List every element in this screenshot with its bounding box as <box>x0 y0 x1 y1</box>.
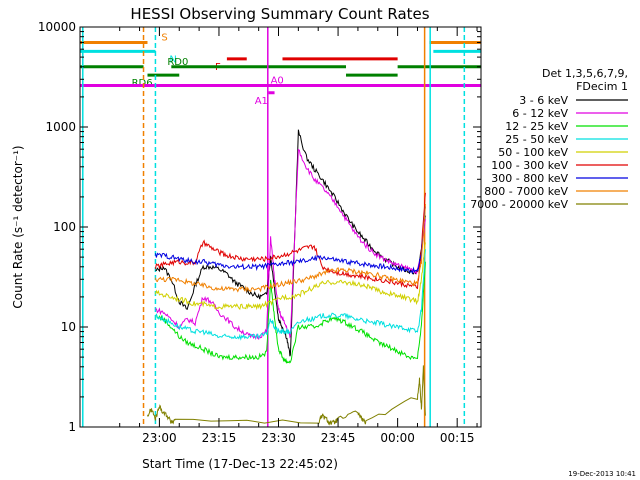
flag-label-rd0: RD0 <box>167 57 188 68</box>
legend-label: 50 - 100 keV <box>498 146 568 159</box>
series-line <box>155 148 426 340</box>
flag-lines: SNFRD0RD6A0A1 <box>80 32 481 107</box>
flag-label-rd6: RD6 <box>132 78 153 89</box>
legend-header: Det 1,3,5,6,7,9, <box>542 67 628 80</box>
y-tick-label: 10000 <box>38 20 76 34</box>
y-tick-label: 1 <box>68 420 76 434</box>
legend-header: FDecim 1 <box>576 80 628 93</box>
flag-label-s: S <box>161 32 167 43</box>
legend-label: 7000 - 20000 keV <box>470 198 568 211</box>
x-axis-label: Start Time (17-Dec-13 22:45:02) <box>142 457 338 471</box>
x-tick-label: 23:30 <box>261 431 296 445</box>
legend-label: 12 - 25 keV <box>505 120 568 133</box>
legend-label: 100 - 300 keV <box>491 159 568 172</box>
x-tick-label: 00:00 <box>380 431 415 445</box>
flag-label-a0: A0 <box>271 76 284 87</box>
x-tick-label: 23:45 <box>321 431 356 445</box>
legend-label: 25 - 50 keV <box>505 133 568 146</box>
flag-label-n: N <box>169 54 176 65</box>
series-line <box>154 242 426 311</box>
x-tick-label: 23:00 <box>142 431 177 445</box>
series-line <box>154 192 426 290</box>
legend-label: 800 - 7000 keV <box>484 185 568 198</box>
series-lines <box>147 129 426 426</box>
axes: 1 10 100 1000 10000 23:00 23:15 23:30 23:45 00:00… <box>38 20 481 445</box>
y-tick-label: 100 <box>53 220 76 234</box>
chart-title: HESSI Observing Summary Count Rates <box>130 5 429 23</box>
legend-label: 6 - 12 keV <box>512 107 568 120</box>
y-axis-label: Count Rate (s⁻¹ detector⁻¹) <box>11 145 25 308</box>
y-tick-label: 10 <box>61 320 76 334</box>
x-tick-label: 23:15 <box>202 431 237 445</box>
y-tick-label: 1000 <box>45 120 76 134</box>
legend-label: 300 - 800 keV <box>491 172 568 185</box>
timestamp: 19-Dec-2013 10:41 <box>568 470 636 478</box>
series-line <box>154 203 426 293</box>
series-line <box>154 249 426 341</box>
legend-label: 3 - 6 keV <box>519 94 568 107</box>
flag-label-a1: A1 <box>255 96 268 107</box>
series-line <box>155 261 426 364</box>
series-line <box>147 365 426 426</box>
x-tick-label: 00:15 <box>440 431 475 445</box>
series-line <box>154 206 426 275</box>
